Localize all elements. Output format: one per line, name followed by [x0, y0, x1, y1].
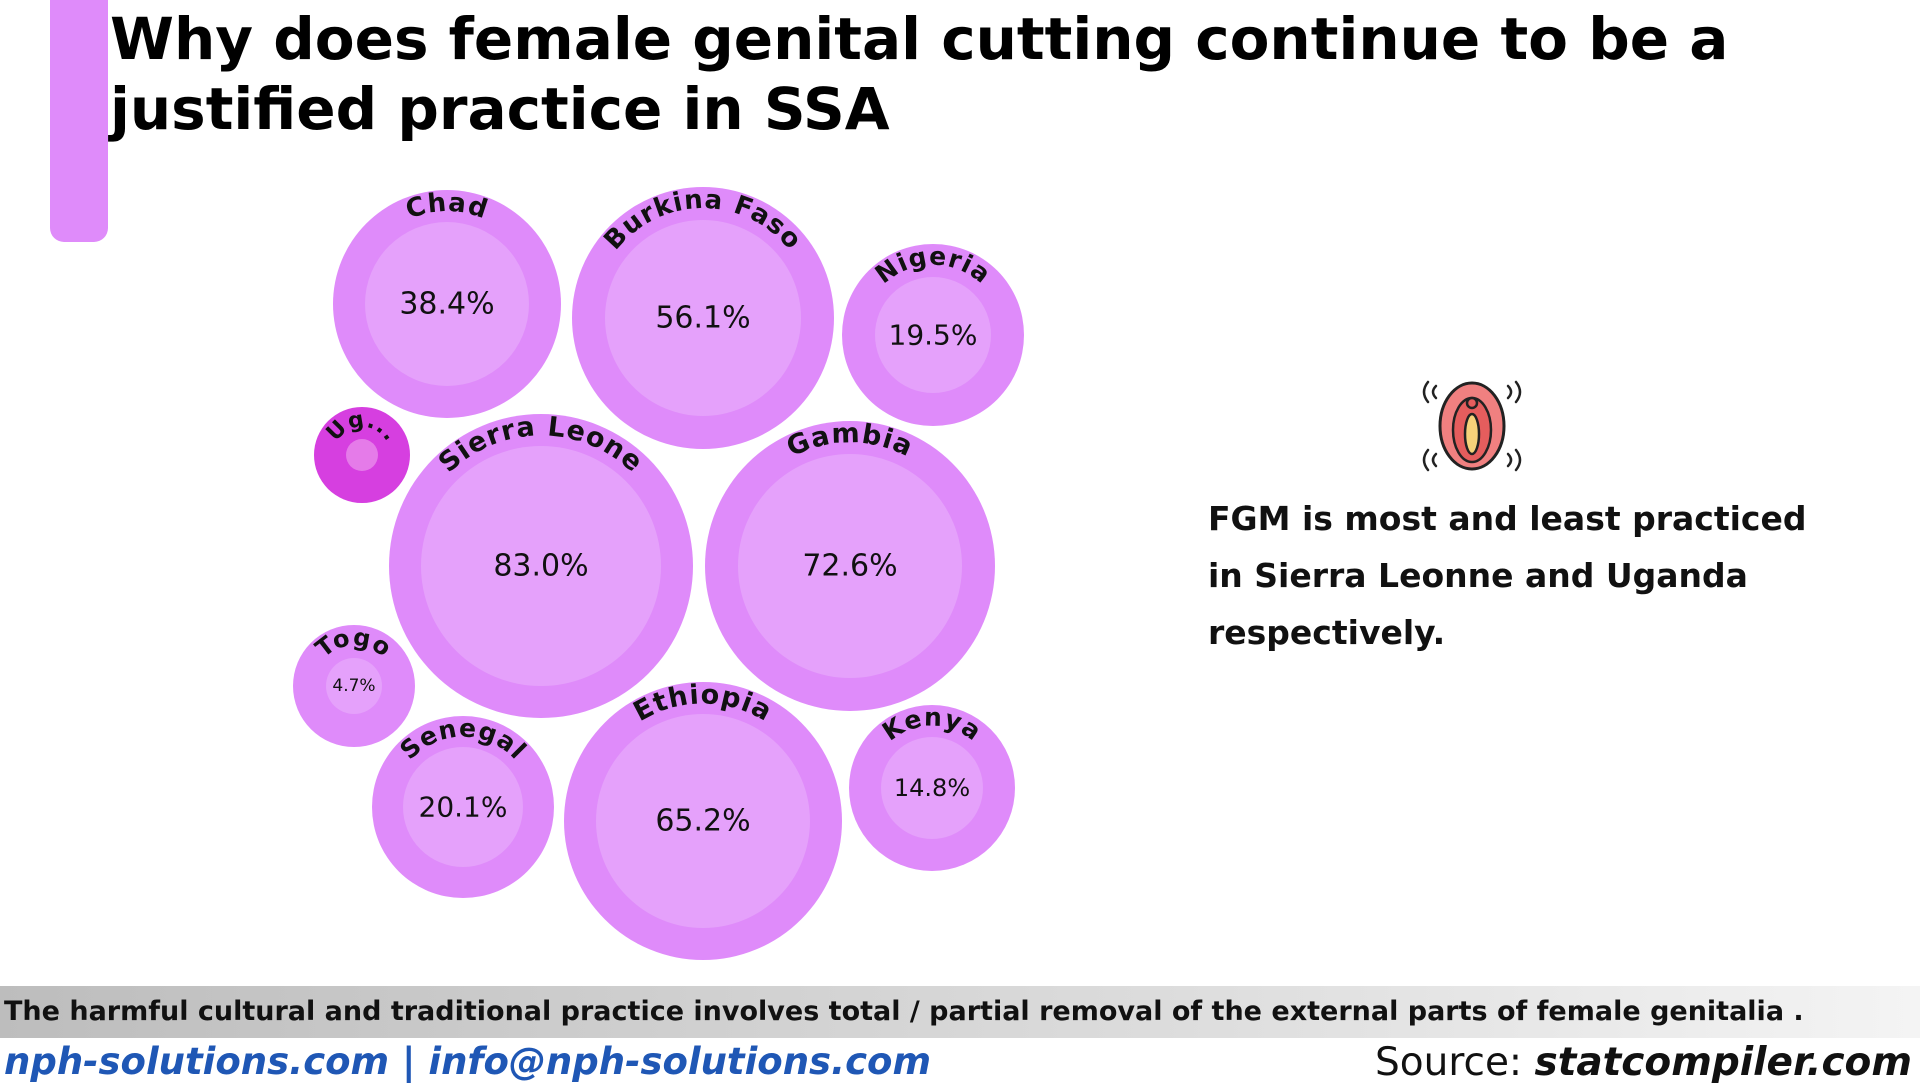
bubble-inner-kenya [881, 737, 983, 839]
bubble-value-chad: 38.4% [399, 287, 494, 322]
source-site: statcompiler.com [1534, 1040, 1912, 1085]
bubble-inner-togo [326, 658, 382, 714]
bubble-value-senegal: 20.1% [419, 791, 508, 824]
bubble-inner-ethiopia [596, 714, 810, 928]
contact-info: nph-solutions.com | info@nph-solutions.c… [4, 1040, 932, 1083]
bubble-inner-chad [365, 222, 529, 386]
bubble-value-togo: 4.7% [332, 676, 375, 696]
bubble-inner-senegal [403, 747, 523, 867]
bubble-value-burkina-faso: 56.1% [655, 301, 750, 336]
source-citation: Source: statcompiler.com [1375, 1040, 1912, 1085]
bubble-value-sierra-leone: 83.0% [493, 549, 588, 584]
insight-text: FGM is most and least practiced in Sierr… [1208, 499, 1807, 652]
bubble-inner-gambia [738, 454, 962, 678]
footer-band [0, 986, 1920, 1038]
bubble-inner-nigeria [875, 277, 991, 393]
accent-bar [50, 0, 108, 242]
bubble-inner-burkina-faso [605, 220, 801, 416]
bubble-inner-sierra-leone [421, 446, 661, 686]
bubble-value-kenya: 14.8% [894, 774, 970, 802]
bubble-inner-uganda [346, 439, 378, 471]
bubble-value-ethiopia: 65.2% [655, 804, 750, 839]
footer-note: The harmful cultural and traditional pra… [4, 996, 1804, 1027]
source-prefix: Source: [1374, 1040, 1535, 1085]
bubble-value-nigeria: 19.5% [889, 319, 978, 352]
page-title: Why does female genital cutting continue… [110, 5, 1729, 143]
bubble-uganda: Ug... [314, 407, 410, 503]
female-anatomy-icon [1422, 376, 1522, 476]
bubble-value-gambia: 72.6% [802, 549, 897, 584]
